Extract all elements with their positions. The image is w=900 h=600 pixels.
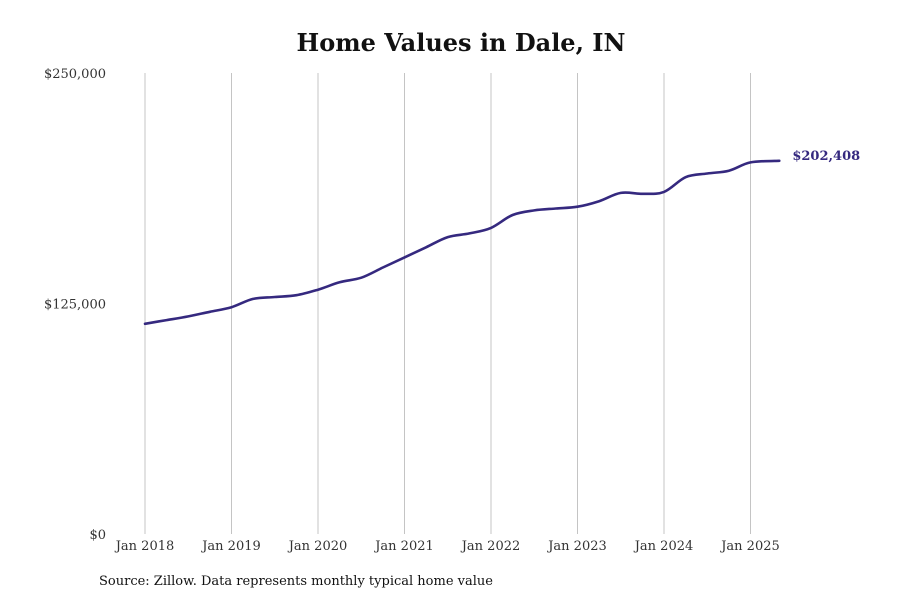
- y-axis-ticks: $0 $125,000 $250,000: [44, 67, 106, 543]
- x-tick-label: Jan 2019: [200, 539, 261, 554]
- x-tick-label: Jan 2018: [114, 539, 175, 554]
- x-axis-ticks: Jan 2018 Jan 2019 Jan 2020 Jan 2021 Jan 2022…: [114, 539, 780, 554]
- y-tick-label: $125,000: [44, 298, 106, 313]
- x-tick-label: Jan 2020: [287, 539, 348, 554]
- x-tick-label: Jan 2022: [460, 539, 521, 554]
- source-note: Source: Zillow. Data represents monthly …: [99, 574, 493, 589]
- x-tick-label: Jan 2023: [546, 539, 607, 554]
- end-value-label: $202,408: [792, 149, 860, 164]
- grid-lines: [144, 73, 751, 534]
- y-tick-label: $0: [89, 528, 106, 543]
- x-tick-label: Jan 2021: [373, 539, 434, 554]
- series-line: [143, 159, 781, 326]
- chart-title: Home Values in Dale, IN: [296, 28, 626, 57]
- y-tick-label: $250,000: [44, 67, 106, 82]
- x-tick-label: Jan 2024: [633, 539, 694, 554]
- x-tick-label: Jan 2025: [719, 539, 780, 554]
